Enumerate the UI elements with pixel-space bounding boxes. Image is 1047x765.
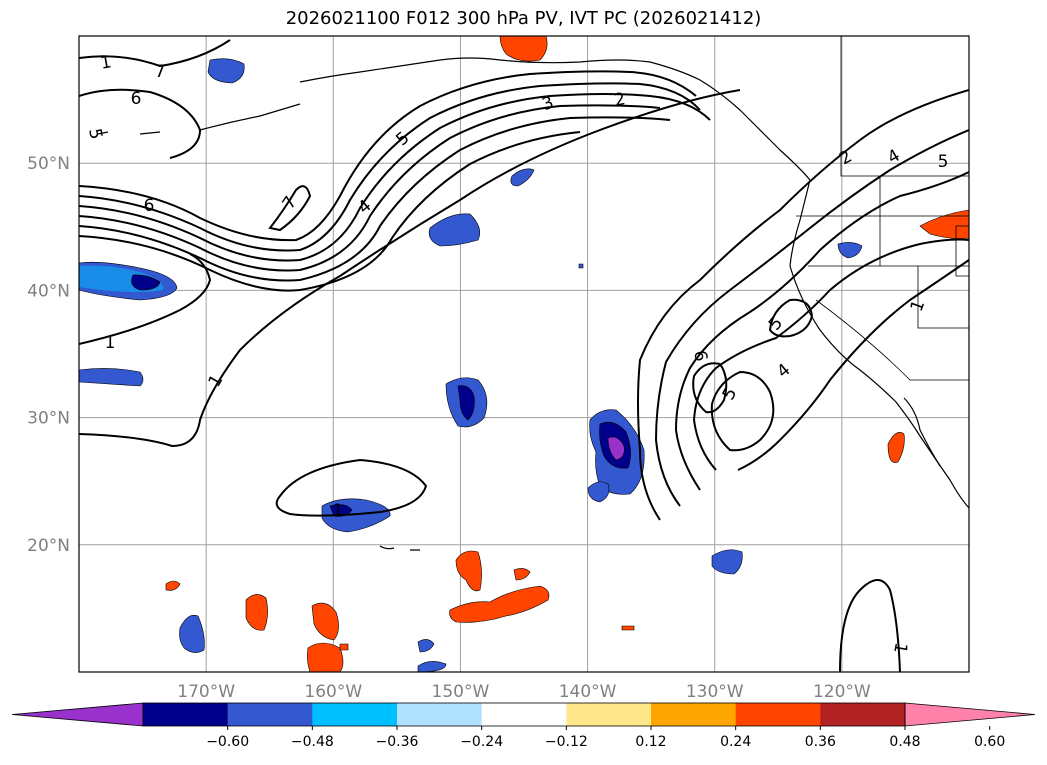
colorbar: −0.60 −0.48 −0.36 −0.24 −0.12 0.12 0.24 0.36 0.4…	[11, 702, 1036, 750]
colorbar-extend-low	[11, 702, 144, 727]
pv-blob	[131, 274, 161, 291]
pv-blob	[428, 213, 481, 247]
contour-label: 6	[689, 349, 711, 363]
pv-blob	[457, 385, 475, 421]
contour-label: 6	[144, 196, 155, 216]
pv-blob	[165, 580, 181, 591]
pv-blob	[621, 625, 635, 631]
pv-blob	[837, 242, 863, 259]
pv-blob	[513, 568, 531, 581]
colorbar-tick-label: 0.24	[720, 734, 751, 750]
colorbar-segment	[481, 703, 567, 726]
plot-frame	[78, 35, 970, 673]
contour-label: 1	[889, 641, 911, 655]
colorbar-segment	[312, 703, 398, 726]
pv-blob	[887, 432, 905, 463]
pv-negative-anomalies	[79, 58, 863, 672]
colorbar-segment	[735, 703, 821, 726]
longitude-tick-label: 150°W	[432, 682, 490, 702]
colorbar-tick-label: 0.12	[635, 734, 666, 750]
pv-blob	[449, 585, 550, 623]
contour-label: 6	[131, 89, 142, 109]
colorbar-tick-label: −0.60	[206, 734, 249, 750]
longitude-tick-label: 130°W	[686, 682, 744, 702]
pv-blob	[919, 209, 969, 239]
pv-blob	[455, 550, 482, 592]
colorbar-segment	[566, 703, 652, 726]
pv-blob	[311, 602, 339, 641]
pv-blob	[499, 36, 548, 62]
colorbar-tick-label: 0.36	[805, 734, 836, 750]
pv-blob	[607, 436, 625, 461]
contour-label: 1	[99, 52, 113, 74]
colorbar-segment	[227, 703, 313, 726]
latitude-tick-label: 30°N	[27, 409, 70, 429]
contour-label: 7	[155, 62, 166, 82]
colorbar-tick-label: −0.12	[545, 734, 588, 750]
pv-blob	[307, 642, 344, 672]
contour-label: 1	[105, 333, 116, 353]
colorbar-segment	[397, 703, 483, 726]
longitude-tick-label: 140°W	[559, 682, 617, 702]
pv-blob	[711, 549, 743, 575]
pv-blob	[417, 639, 435, 653]
colorbar-frame	[142, 702, 906, 727]
colorbar-tick-label: 0.48	[889, 734, 920, 750]
colorbar-tick-label: 0.60	[974, 734, 1005, 750]
latitude-tick-labels: 20°N 30°N 40°N 50°N	[27, 154, 70, 556]
longitude-tick-label: 120°W	[813, 682, 871, 702]
pv-blob	[245, 594, 268, 631]
pv-blob	[587, 481, 610, 503]
contour-label: 1	[333, 501, 344, 521]
longitude-tick-labels: 170°W 160°W 150°W 140°W 130°W 120°W	[177, 682, 871, 702]
pv-blob	[339, 643, 349, 651]
pv-positive-anomalies	[165, 36, 969, 672]
colorbar-tick-label: −0.48	[291, 734, 334, 750]
pv-blob	[79, 368, 144, 387]
colorbar-segment	[143, 703, 229, 726]
longitude-tick-label: 160°W	[304, 682, 362, 702]
pv-blob	[329, 504, 353, 517]
latitude-tick-label: 20°N	[27, 536, 70, 556]
colorbar-segment	[651, 703, 737, 726]
pv-blob	[207, 58, 245, 84]
political-boundaries	[796, 36, 969, 381]
colorbar-extend-high	[904, 702, 1036, 727]
contour-label: 5	[84, 127, 106, 141]
pv-blob	[179, 614, 205, 653]
colorbar-tick-label: −0.36	[376, 734, 419, 750]
colorbar-tick-label: −0.24	[460, 734, 503, 750]
longitude-tick-label: 170°W	[177, 682, 235, 702]
contour-label: 2	[613, 89, 627, 111]
pv-blob	[578, 263, 584, 269]
latitude-tick-label: 50°N	[27, 154, 70, 174]
ivt-contours	[79, 39, 969, 672]
coastlines	[97, 57, 969, 551]
latitude-tick-label: 40°N	[27, 281, 70, 301]
pv-blob	[510, 168, 535, 187]
map-title: 2026021100 F012 300 hPa PV, IVT PC (2026…	[285, 8, 762, 29]
colorbar-segment	[820, 703, 906, 726]
contour-label: 5	[938, 152, 949, 172]
